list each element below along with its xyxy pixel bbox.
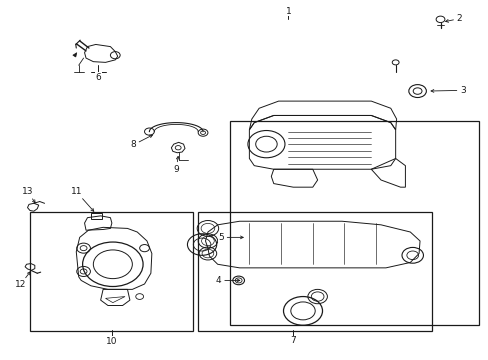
Text: 1: 1 (285, 7, 291, 16)
Text: 6: 6 (95, 73, 101, 82)
Text: 9: 9 (173, 157, 179, 174)
Text: 3: 3 (430, 86, 465, 95)
Text: 7: 7 (290, 336, 296, 345)
Bar (198, 212, 431, 330)
Text: 5: 5 (218, 233, 243, 242)
Bar (30, 212, 193, 330)
Text: 2: 2 (445, 14, 461, 23)
Text: 11: 11 (70, 187, 94, 211)
Text: 10: 10 (106, 337, 118, 346)
Text: 12: 12 (15, 272, 30, 289)
Text: 8: 8 (130, 135, 152, 149)
Bar (229, 121, 478, 325)
Text: 13: 13 (22, 187, 35, 203)
Polygon shape (73, 53, 77, 57)
Text: 4: 4 (216, 276, 239, 285)
